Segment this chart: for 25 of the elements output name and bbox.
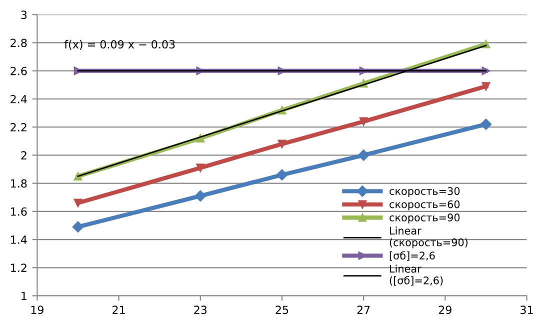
y-tick-label: 3 bbox=[21, 10, 27, 20]
x-tick-label: 27 bbox=[357, 306, 370, 314]
x-tick-label: 21 bbox=[112, 306, 125, 314]
legend-label: скорость=90 bbox=[390, 214, 460, 224]
annotation: f(x) = 0.09 x − 0.03 bbox=[64, 40, 175, 50]
y-tick-label: 2.2 bbox=[10, 123, 26, 132]
legend-label: Linear ([σб]=2,6) bbox=[390, 264, 443, 286]
legend-label: Linear (скорость=90) bbox=[390, 226, 468, 248]
y-tick-label: 1.2 bbox=[11, 264, 26, 272]
legend-label: [σб]=2,6 bbox=[390, 251, 435, 261]
y-tick-label: 2 bbox=[21, 151, 26, 160]
y-tick-label: 2.4 bbox=[10, 94, 27, 104]
legend-label: скорость=30 bbox=[390, 187, 460, 198]
y-tick-label: 2.8 bbox=[10, 38, 27, 48]
x-tick-label: 29 bbox=[438, 306, 452, 314]
y-tick-label: 1 bbox=[22, 292, 26, 300]
y-tick-label: 1.6 bbox=[11, 207, 27, 216]
y-tick-label: 2.6 bbox=[10, 66, 27, 76]
legend-label: скорость=60 bbox=[390, 200, 460, 210]
x-tick-label: 23 bbox=[194, 306, 207, 314]
y-tick-label: 1.8 bbox=[11, 179, 27, 188]
x-tick-label: 25 bbox=[276, 306, 288, 314]
x-tick-label: 31 bbox=[520, 306, 533, 314]
x-tick-label: 19 bbox=[31, 306, 44, 314]
y-tick-label: 1.4 bbox=[11, 236, 27, 244]
